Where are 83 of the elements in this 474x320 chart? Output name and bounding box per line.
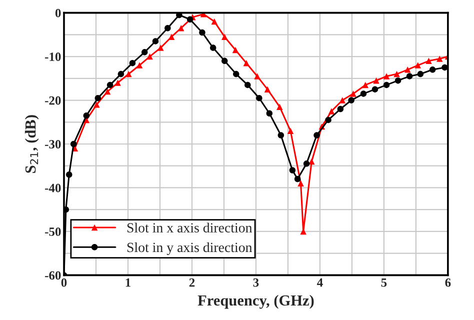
point bbox=[373, 77, 380, 84]
point bbox=[83, 112, 90, 119]
point bbox=[417, 70, 424, 78]
point bbox=[383, 73, 390, 80]
point bbox=[298, 180, 304, 186]
point bbox=[254, 73, 260, 80]
point bbox=[146, 53, 153, 60]
point bbox=[426, 58, 432, 64]
point bbox=[178, 24, 184, 32]
point bbox=[106, 82, 114, 88]
point bbox=[256, 94, 262, 102]
x-axis-title: Frequency, (GHz) bbox=[198, 294, 314, 309]
point bbox=[325, 116, 332, 124]
point bbox=[414, 62, 421, 68]
point bbox=[337, 106, 344, 112]
point bbox=[348, 97, 354, 104]
point bbox=[118, 70, 124, 78]
legend-label: Slot in y axis direction bbox=[127, 242, 252, 255]
point bbox=[429, 66, 436, 73]
point bbox=[232, 46, 239, 54]
point bbox=[129, 60, 136, 66]
y-tick-label: 0 bbox=[55, 8, 61, 18]
point bbox=[70, 140, 77, 148]
point bbox=[244, 82, 251, 88]
point bbox=[372, 86, 378, 92]
point bbox=[266, 110, 273, 117]
point bbox=[289, 167, 296, 174]
point bbox=[303, 160, 310, 167]
point bbox=[114, 80, 121, 86]
point bbox=[221, 58, 228, 64]
point bbox=[211, 18, 218, 25]
y-tick-label: -60 bbox=[45, 271, 61, 280]
y-tick-label: -50 bbox=[45, 227, 61, 236]
point bbox=[383, 82, 390, 88]
point bbox=[360, 90, 367, 97]
point bbox=[233, 70, 240, 78]
legend-label: Slot in x axis direction bbox=[127, 222, 252, 232]
point bbox=[199, 29, 206, 36]
point bbox=[394, 70, 400, 78]
point bbox=[442, 64, 448, 71]
point bbox=[221, 34, 228, 40]
point bbox=[210, 44, 216, 51]
point bbox=[436, 56, 443, 62]
point bbox=[164, 24, 171, 32]
point bbox=[66, 171, 72, 178]
x-tick-label: 3 bbox=[253, 278, 259, 287]
point bbox=[94, 94, 102, 102]
point bbox=[362, 82, 369, 88]
point bbox=[294, 176, 301, 182]
x-tick-label: 6 bbox=[445, 278, 451, 287]
point bbox=[152, 38, 159, 44]
point bbox=[157, 44, 164, 51]
x-tick-label: 0 bbox=[61, 278, 67, 287]
point bbox=[141, 49, 148, 56]
point bbox=[314, 132, 320, 138]
x-tick-label: 2 bbox=[189, 278, 195, 287]
point bbox=[264, 86, 271, 92]
point bbox=[243, 60, 250, 66]
y-tick-label: -20 bbox=[45, 96, 61, 105]
y-axis-title: S$_{21}$, (dB) bbox=[24, 115, 39, 173]
point bbox=[276, 104, 283, 110]
point bbox=[308, 158, 315, 165]
point bbox=[136, 62, 143, 68]
point bbox=[125, 70, 132, 78]
point bbox=[186, 16, 194, 22]
x-tick-label: 5 bbox=[381, 278, 387, 287]
point bbox=[339, 97, 346, 104]
point bbox=[168, 34, 175, 40]
point bbox=[328, 108, 335, 114]
point bbox=[278, 132, 284, 138]
y-tick-label: -40 bbox=[45, 184, 61, 192]
point bbox=[200, 12, 207, 18]
point bbox=[94, 102, 100, 108]
y-tick-label: -10 bbox=[45, 52, 61, 61]
point bbox=[406, 73, 413, 80]
point bbox=[104, 88, 111, 95]
point bbox=[287, 128, 294, 134]
x-tick-label: 4 bbox=[316, 278, 323, 287]
point bbox=[404, 66, 411, 73]
y-tick-label: -30 bbox=[45, 140, 61, 148]
point bbox=[394, 77, 402, 84]
point bbox=[350, 90, 356, 97]
x-tick-label: 1 bbox=[126, 278, 130, 287]
